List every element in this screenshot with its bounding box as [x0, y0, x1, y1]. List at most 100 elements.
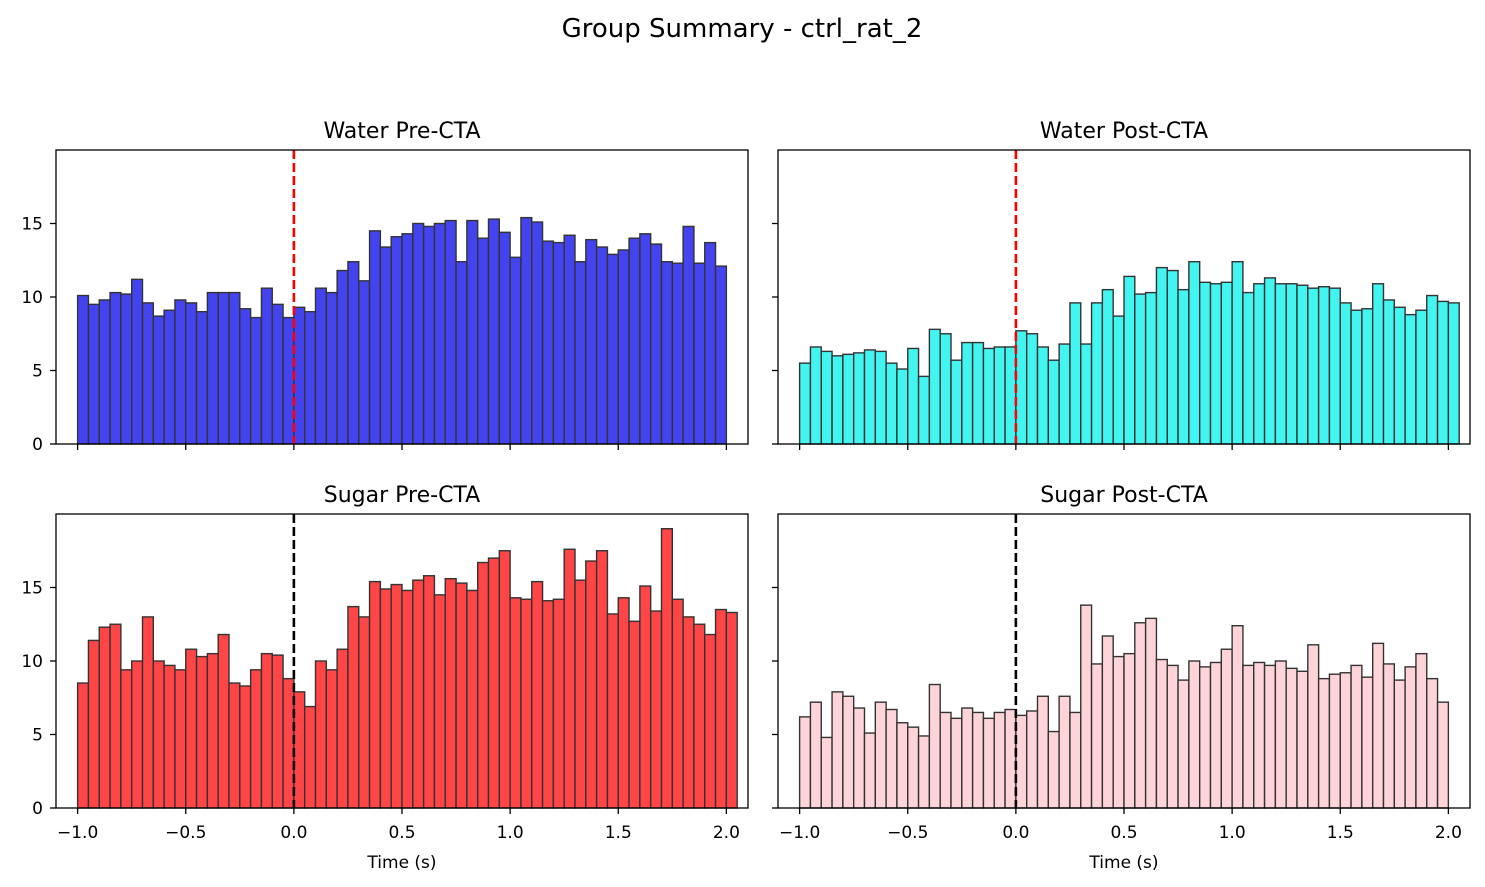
histogram-bar [1047, 359, 1060, 445]
histogram-bar [1242, 664, 1255, 809]
histogram-bar [120, 293, 133, 445]
histogram-bar [174, 299, 187, 445]
histogram-bar [282, 316, 295, 445]
histogram-bar [606, 253, 619, 445]
histogram-bar [1155, 658, 1168, 809]
histogram-bar [185, 648, 198, 809]
x-tick-label: 1.5 [1327, 823, 1354, 843]
histogram-bar [390, 236, 403, 445]
histogram-bar [563, 234, 576, 445]
histogram-bar [1436, 701, 1450, 809]
histogram-bar [885, 708, 898, 809]
histogram-bar [693, 262, 706, 445]
histogram-bar [595, 550, 609, 809]
histogram-bar [574, 579, 587, 809]
histogram-bar [649, 610, 663, 809]
histogram-bar [1393, 306, 1406, 445]
y-tick-label: 10 [21, 652, 43, 672]
histogram-bar [141, 616, 155, 809]
histogram-bar [907, 726, 920, 809]
histogram-bar [347, 605, 360, 809]
histogram-bar [260, 287, 273, 445]
histogram-bar [314, 287, 328, 445]
histogram-bar [639, 233, 652, 445]
histogram-bar [563, 548, 576, 809]
x-tick-label: 0.0 [280, 823, 307, 843]
histogram-bar [617, 249, 630, 445]
histogram-bar [682, 616, 695, 809]
histogram-bar [98, 299, 111, 445]
histogram-bar [109, 623, 122, 809]
histogram-bar [541, 600, 555, 809]
histogram-bar [1274, 660, 1287, 809]
histogram-bar [422, 575, 436, 809]
histogram-bar [1307, 287, 1320, 445]
panel-title: Sugar Post-CTA [1040, 483, 1208, 508]
y-tick-label: 15 [21, 215, 43, 235]
histogram-bar [1220, 281, 1233, 445]
histogram-bar [1101, 288, 1114, 445]
histogram-bar [1058, 343, 1071, 445]
histogram-bar [87, 639, 100, 809]
histogram-bar [693, 623, 706, 809]
histogram-bar [917, 735, 931, 809]
histogram-bar [831, 691, 844, 809]
histogram-bar [606, 613, 619, 809]
histogram-bar [455, 582, 468, 809]
histogram-bar [1069, 711, 1082, 809]
histogram-bar [531, 221, 544, 445]
histogram-bar [1112, 655, 1125, 809]
histogram-bar [1231, 261, 1244, 445]
histogram-bar [961, 707, 974, 809]
histogram-bar [725, 611, 738, 809]
histogram-bar [358, 616, 371, 809]
histogram-bar [76, 682, 90, 809]
histogram-bar [1209, 661, 1223, 809]
histogram-bar [1004, 708, 1017, 809]
histogram-bar [271, 303, 284, 445]
histogram-bar [1080, 604, 1093, 809]
panel-title: Water Post-CTA [1040, 119, 1208, 144]
x-tick-label: 0.0 [1002, 823, 1029, 843]
histogram-bar [271, 654, 284, 809]
histogram-bar [1339, 672, 1352, 809]
x-tick-label: 1.5 [605, 823, 632, 843]
histogram-bar [1166, 269, 1179, 445]
histogram-bar [368, 580, 382, 809]
histogram-bar [109, 291, 122, 445]
histogram-bar [820, 350, 833, 445]
histogram-bar [928, 328, 941, 445]
histogram-bar [820, 736, 833, 809]
histogram-bar [917, 375, 931, 445]
histogram-bar [520, 598, 533, 809]
histogram-bar [76, 294, 90, 445]
histogram-bar [336, 648, 349, 809]
histogram-bar [863, 349, 877, 445]
histogram-bar [347, 261, 360, 445]
y-tick-label: 15 [21, 579, 43, 599]
histogram-bar [885, 362, 898, 445]
histogram-bar [1426, 294, 1439, 445]
histogram-bar [896, 368, 909, 445]
histogram-bar [1339, 302, 1352, 445]
histogram-bar [671, 262, 684, 445]
histogram-bar [874, 350, 887, 445]
histogram-bar [1090, 302, 1104, 445]
histogram-bar [412, 222, 425, 445]
histogram-bar [1101, 635, 1114, 809]
histogram-bar [1134, 622, 1147, 809]
histogram-bar [1004, 346, 1017, 445]
histogram-bar [714, 608, 728, 809]
histogram-bar [217, 633, 230, 809]
histogram-bar [552, 241, 565, 445]
histogram-bar [574, 261, 587, 445]
histogram-bar [239, 685, 252, 809]
histogram-bar [1025, 333, 1039, 445]
histogram-bar [228, 291, 241, 445]
histogram-bar [152, 315, 165, 445]
histogram-bar [1382, 663, 1396, 809]
histogram-bar [163, 664, 176, 809]
panel-3: −1.0 −0.5 0.0 0.5 1.0 1.5 2.0 0 5 10 15 Sugar Pre-C… [21, 483, 749, 873]
histogram-bar [1296, 284, 1309, 445]
histogram-bar [1188, 660, 1201, 809]
